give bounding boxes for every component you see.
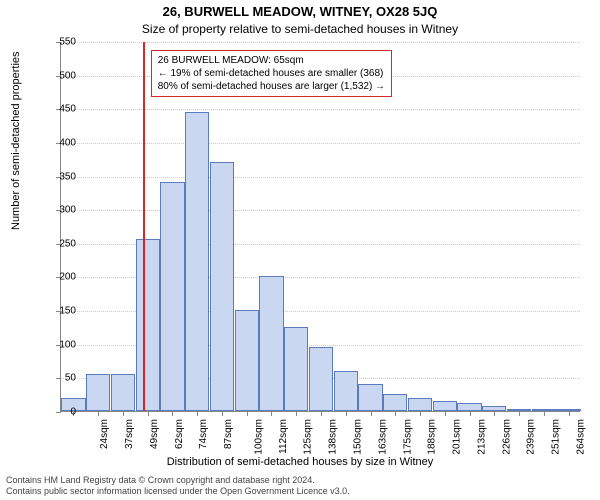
annotation-box: 26 BURWELL MEADOW: 65sqm← 19% of semi-de… [151, 50, 392, 97]
xtick-mark [569, 411, 570, 416]
xtick-label: 251sqm [551, 419, 562, 455]
ytick-label: 200 [46, 272, 76, 283]
xtick-mark [494, 411, 495, 416]
xtick-label: 150sqm [353, 419, 364, 455]
xtick-mark [519, 411, 520, 416]
xtick-mark [172, 411, 173, 416]
xtick-label: 49sqm [149, 419, 160, 449]
footer-line2: Contains public sector information licen… [6, 486, 350, 498]
xtick-label: 213sqm [476, 419, 487, 455]
ytick-label: 450 [46, 104, 76, 115]
gridline [61, 177, 580, 178]
histogram-bar [284, 327, 308, 411]
footer-credits: Contains HM Land Registry data © Crown c… [6, 475, 350, 498]
ytick-label: 100 [46, 339, 76, 350]
annotation-line1: 26 BURWELL MEADOW: 65sqm [158, 54, 385, 67]
xtick-label: 100sqm [254, 419, 265, 455]
xtick-mark [420, 411, 421, 416]
xtick-mark [296, 411, 297, 416]
xtick-mark [148, 411, 149, 416]
annotation-line2: ← 19% of semi-detached houses are smalle… [158, 67, 385, 80]
ytick-label: 400 [46, 137, 76, 148]
y-axis-label: Number of semi-detached properties [10, 51, 22, 230]
annotation-line3: 80% of semi-detached houses are larger (… [158, 80, 385, 93]
histogram-bar [358, 384, 382, 411]
xtick-label: 112sqm [278, 419, 289, 454]
histogram-bar [210, 162, 234, 411]
histogram-bar [86, 374, 110, 411]
xtick-mark [544, 411, 545, 416]
histogram-bar [160, 182, 184, 411]
xtick-mark [470, 411, 471, 416]
ytick-label: 350 [46, 171, 76, 182]
xtick-mark [197, 411, 198, 416]
xtick-label: 87sqm [223, 419, 234, 449]
xtick-label: 125sqm [303, 419, 314, 455]
xtick-mark [123, 411, 124, 416]
xtick-mark [371, 411, 372, 416]
xtick-mark [247, 411, 248, 416]
footer-line1: Contains HM Land Registry data © Crown c… [6, 475, 350, 487]
ytick-label: 50 [46, 373, 76, 384]
histogram-bar [309, 347, 333, 411]
xtick-mark [321, 411, 322, 416]
xtick-mark [346, 411, 347, 416]
histogram-bar [408, 398, 432, 411]
xtick-label: 138sqm [328, 419, 339, 455]
histogram-bar [259, 276, 283, 411]
xtick-label: 201sqm [452, 419, 463, 455]
histogram-bar [457, 403, 481, 411]
histogram-bar [136, 239, 160, 411]
histogram-bar [111, 374, 135, 411]
xtick-label: 264sqm [575, 419, 586, 455]
xtick-label: 226sqm [501, 419, 512, 455]
gridline [61, 210, 580, 211]
xtick-label: 188sqm [427, 419, 438, 455]
xtick-label: 74sqm [198, 419, 209, 449]
histogram-bar [334, 371, 358, 411]
histogram-bar [185, 112, 209, 411]
main-title: 26, BURWELL MEADOW, WITNEY, OX28 5JQ [0, 4, 600, 19]
ytick-label: 300 [46, 205, 76, 216]
ytick-label: 150 [46, 306, 76, 317]
ytick-label: 550 [46, 37, 76, 48]
xtick-label: 239sqm [526, 419, 537, 455]
subtitle: Size of property relative to semi-detach… [0, 22, 600, 36]
xtick-mark [395, 411, 396, 416]
gridline [61, 42, 580, 43]
histogram-bar [433, 401, 457, 411]
xtick-label: 163sqm [377, 419, 388, 455]
histogram-bar [383, 394, 407, 411]
xtick-mark [445, 411, 446, 416]
gridline [61, 143, 580, 144]
histogram-bar [235, 310, 259, 411]
reference-line [143, 42, 145, 411]
xtick-mark [271, 411, 272, 416]
gridline [61, 109, 580, 110]
xtick-mark [98, 411, 99, 416]
xtick-label: 62sqm [174, 419, 185, 449]
x-axis-label: Distribution of semi-detached houses by … [0, 456, 600, 468]
xtick-mark [222, 411, 223, 416]
ytick-label: 500 [46, 70, 76, 81]
plot-area: 26 BURWELL MEADOW: 65sqm← 19% of semi-de… [60, 42, 580, 412]
xtick-label: 24sqm [99, 419, 110, 449]
ytick-label: 0 [46, 407, 76, 418]
ytick-label: 250 [46, 238, 76, 249]
xtick-label: 37sqm [124, 419, 135, 449]
xtick-label: 175sqm [402, 419, 413, 455]
